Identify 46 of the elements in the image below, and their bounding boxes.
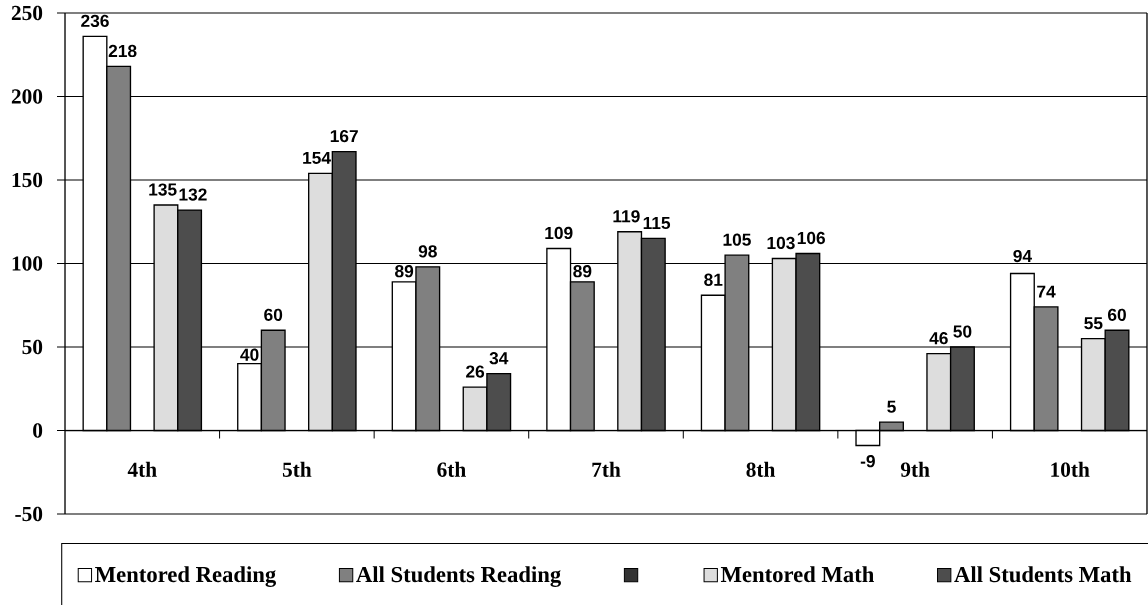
x-tick-label: 4th — [127, 461, 157, 477]
legend-label: All Students Reading — [356, 566, 561, 587]
data-label: 236 — [81, 14, 109, 28]
data-label: 132 — [179, 188, 207, 201]
data-label: 40 — [240, 348, 259, 361]
data-label: 218 — [108, 44, 137, 58]
data-label: 98 — [418, 245, 437, 258]
x-tick-label: 6th — [437, 461, 466, 477]
data-label: 154 — [303, 151, 331, 164]
data-label: 119 — [613, 210, 640, 223]
y-tick-label: 100 — [12, 256, 43, 271]
data-label: 115 — [643, 217, 671, 230]
y-tick-label: 0 — [33, 423, 43, 438]
data-label: 81 — [704, 273, 723, 286]
legend-label: All Students Math — [954, 566, 1132, 583]
data-label: 94 — [1013, 249, 1032, 263]
y-tick-label: 50 — [22, 339, 43, 355]
data-label: 106 — [797, 231, 825, 245]
data-label: 105 — [723, 233, 751, 246]
data-label: 89 — [573, 265, 592, 278]
y-tick-label: 250 — [11, 5, 43, 21]
data-label: 103 — [767, 236, 795, 250]
data-label: 55 — [1084, 317, 1103, 330]
x-tick-label: 10th — [1051, 461, 1090, 477]
y-tick-label: 150 — [12, 172, 43, 188]
legend-label: Mentored Math — [720, 566, 874, 583]
data-label: 26 — [466, 365, 485, 378]
legend-label: Mentored Reading — [95, 566, 276, 587]
data-label: -9 — [860, 455, 875, 468]
data-label: 5 — [887, 400, 896, 413]
data-label: 50 — [953, 325, 972, 338]
data-label: 60 — [264, 308, 283, 321]
data-label: 46 — [929, 332, 948, 345]
data-label: 74 — [1037, 285, 1056, 298]
x-tick-label: 7th — [592, 461, 621, 477]
y-tick-label: -50 — [15, 506, 43, 522]
x-tick-label: 5th — [282, 461, 312, 477]
x-tick-label: 9th — [900, 461, 930, 477]
data-label: 109 — [545, 226, 573, 240]
data-label: 167 — [330, 129, 358, 143]
data-label: 135 — [149, 183, 177, 196]
data-label: 34 — [489, 352, 509, 365]
data-label: 60 — [1107, 308, 1126, 321]
y-tick-label: 200 — [11, 89, 43, 104]
data-label: 89 — [395, 265, 414, 278]
x-tick-label: 8th — [746, 461, 776, 477]
